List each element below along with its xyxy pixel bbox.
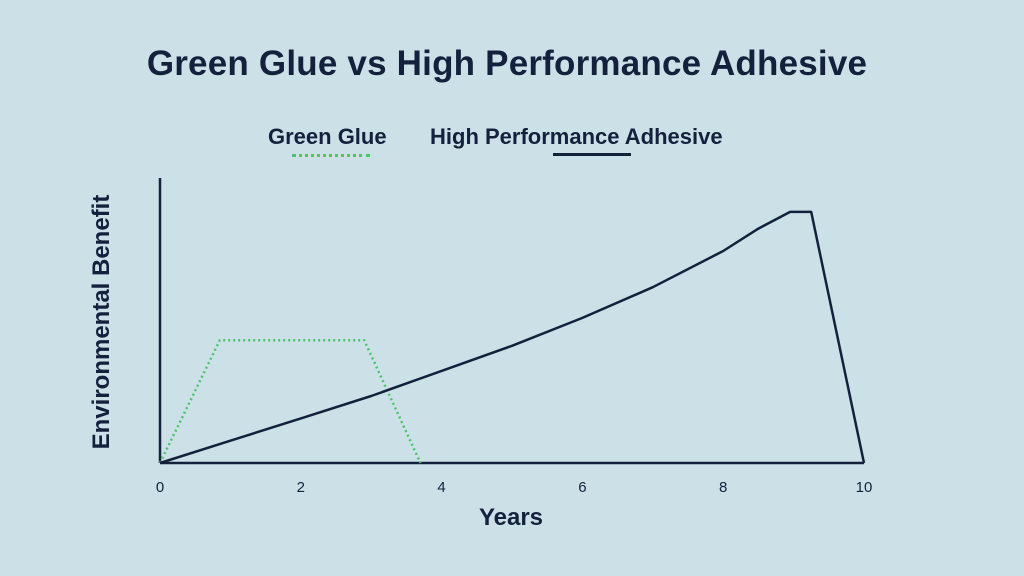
x-axis-label: Years bbox=[0, 504, 1024, 532]
chart-title: Green Glue vs High Performance Adhesive bbox=[146, 44, 868, 83]
axes bbox=[158, 178, 864, 465]
legend-label-high-performance-adhesive: High Performance Adhesive bbox=[430, 124, 723, 149]
legend-swatch-high-performance-adhesive bbox=[553, 153, 631, 156]
x-tick-label: 8 bbox=[719, 479, 727, 496]
series-line-green-glue bbox=[158, 338, 422, 464]
legend-label-green-glue: Green Glue bbox=[268, 124, 387, 149]
x-tick-label: 10 bbox=[856, 479, 873, 496]
series-lines bbox=[158, 210, 866, 465]
x-tick-labels: 0 2 4 6 8 10 bbox=[156, 479, 873, 496]
x-tick-label: 4 bbox=[437, 479, 445, 496]
series-line-high-performance-adhesive bbox=[159, 210, 866, 465]
x-tick-label: 6 bbox=[578, 479, 586, 496]
x-tick-label: 0 bbox=[156, 479, 164, 496]
legend-swatch-green-glue bbox=[292, 154, 370, 157]
x-tick-label: 2 bbox=[297, 479, 305, 496]
x-axis-label-text: Years bbox=[478, 504, 544, 531]
y-axis-label: Environmental Benefit bbox=[88, 194, 115, 450]
